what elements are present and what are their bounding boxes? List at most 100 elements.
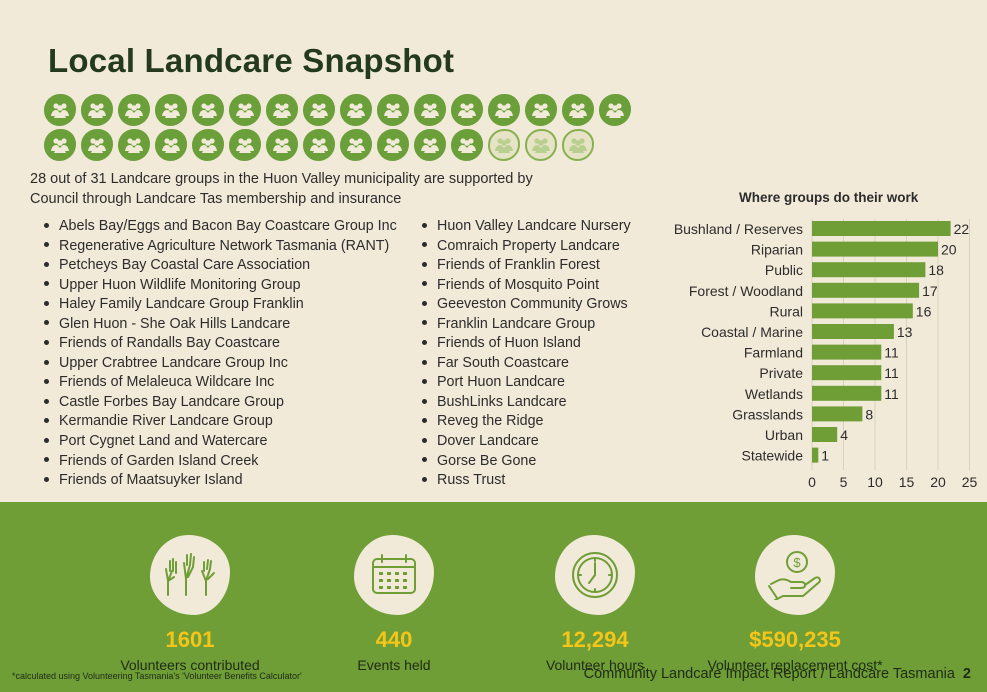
stat-value: 1601: [165, 627, 215, 652]
bullet: [44, 398, 49, 404]
group-list-item: Comraich Property Landcare: [422, 237, 631, 257]
group-list-right: Huon Valley Landcare Nursery Comraich Pro…: [422, 217, 631, 491]
group-list-item: Castle Forbes Bay Landcare Group: [44, 393, 397, 413]
stat-value: $590,235: [749, 627, 841, 652]
stat-label: Volunteer hours: [545, 657, 645, 673]
group-supported-icon: [303, 129, 335, 161]
stat-events: 440 Events held: [314, 502, 474, 673]
bullet: [422, 379, 427, 385]
stat-icon-badge: [150, 535, 230, 615]
data-label: 18: [928, 262, 944, 278]
group-list-item: Huon Valley Landcare Nursery: [422, 217, 631, 237]
stat-replacement-cost: $ $590,235 Volunteer replacement cost*: [700, 502, 890, 673]
data-label: 4: [840, 427, 848, 443]
category-label: Bushland / Reserves: [674, 221, 803, 237]
bullet: [44, 437, 49, 443]
group-supported-icon: [229, 94, 261, 126]
group-name: Abels Bay/Eggs and Bacon Bay Coastcare G…: [59, 218, 397, 234]
bar: [812, 303, 913, 319]
group-name: Geeveston Community Grows: [437, 296, 628, 313]
data-label: 1: [821, 448, 829, 464]
stat-volunteers: 1601 Volunteers contributed: [110, 502, 270, 673]
bar: [812, 324, 894, 339]
chart-title: Where groups do their work: [739, 190, 919, 205]
bar: [812, 241, 938, 257]
group-list-item: Glen Huon - She Oak Hills Landcare: [44, 315, 397, 335]
group-list-item: Geeveston Community Grows: [422, 295, 631, 315]
bar: [812, 385, 882, 401]
group-supported-icon: [377, 94, 409, 126]
group-name: Franklin Landcare Group: [437, 315, 596, 332]
group-name: Russ Trust: [437, 472, 506, 489]
bullet: [422, 242, 427, 248]
stat-label: Events held: [357, 657, 431, 673]
group-supported-icon: [414, 129, 446, 161]
group-supported-icon: [266, 129, 298, 161]
bullet: [422, 340, 427, 345]
stat-hours: 12,294 Volunteer hours: [515, 502, 675, 673]
group-list-item: Friends of Maatsuyker Island: [44, 471, 397, 491]
calendar-icon: [372, 554, 416, 594]
group-supported-icon: [81, 129, 113, 161]
group-list-item: Russ Trust: [422, 471, 631, 491]
bullet: [422, 418, 427, 424]
stat-icon-badge: [354, 535, 434, 615]
bullet: [422, 476, 427, 482]
bullet: [422, 261, 427, 267]
group-supported-icon: [229, 129, 261, 161]
bullet: [422, 437, 427, 443]
group-name: Friends of Maatsuyker Island: [59, 472, 243, 489]
svg-text:$: $: [793, 555, 801, 570]
group-list-item: Friends of Melaleuca Wildcare Inc: [44, 373, 397, 393]
group-list-item: Reveg the Ridge: [422, 412, 631, 432]
bullet: [44, 320, 49, 326]
group-list-item: Regenerative Agriculture Network Tasmani…: [44, 237, 397, 257]
raised-hands-icon: [165, 553, 215, 596]
data-label: 22: [954, 221, 970, 237]
group-supported-icon: [451, 129, 483, 161]
group-list-item: BushLinks Landcare: [422, 393, 631, 413]
group-supported-icon: [118, 94, 150, 126]
group-name: Dover Landcare: [437, 433, 539, 450]
group-unsupported-icon: [525, 129, 557, 161]
footnote: *calculated using Volunteering Tasmania'…: [12, 671, 302, 681]
group-list-item: Gorse Be Gone: [422, 452, 631, 472]
group-supported-icon: [303, 94, 335, 126]
bar: [812, 221, 951, 236]
bar: [812, 406, 863, 422]
group-supported-icon: [488, 94, 520, 126]
category-label: Urban: [765, 427, 803, 443]
group-name: Friends of Garden Island Creek: [59, 452, 259, 469]
group-unsupported-icon: [488, 129, 520, 161]
group-name: Friends of Franklin Forest: [437, 257, 600, 274]
stats-band: 1601 Volunteers contributed 440 Events h…: [0, 502, 987, 692]
data-label: 8: [865, 406, 873, 422]
group-unsupported-icon: [562, 129, 594, 161]
group-name: Port Huon Landcare: [437, 374, 565, 391]
category-label: Farmland: [744, 345, 803, 361]
data-label: 16: [916, 303, 932, 319]
bullet: [422, 222, 427, 228]
group-supported-icon: [525, 94, 557, 126]
group-list-item: Dover Landcare: [422, 432, 631, 452]
footer-text: Community Landcare Impact Report / Landc…: [583, 666, 955, 682]
category-label: Wetlands: [745, 386, 803, 402]
group-supported-icon: [599, 94, 631, 126]
group-name: Castle Forbes Bay Landcare Group: [59, 393, 284, 410]
group-list-item: Port Cygnet Land and Watercare: [44, 432, 397, 452]
bullet: [44, 379, 49, 385]
group-name: Comraich Property Landcare: [437, 237, 620, 254]
bar: [812, 262, 926, 278]
bar: [812, 344, 882, 360]
bullet: [44, 476, 49, 482]
bullet: [44, 281, 49, 287]
bullet: [44, 300, 49, 306]
group-supported-icon: [118, 129, 150, 161]
bullet: [422, 398, 427, 404]
group-name: Gorse Be Gone: [437, 452, 537, 469]
group-supported-icon: [266, 94, 298, 126]
bullet: [422, 359, 427, 365]
group-list-item: Friends of Huon Island: [422, 334, 631, 354]
group-name: Petcheys Bay Coastal Care Association: [59, 257, 311, 274]
category-label: Grasslands: [732, 406, 803, 422]
